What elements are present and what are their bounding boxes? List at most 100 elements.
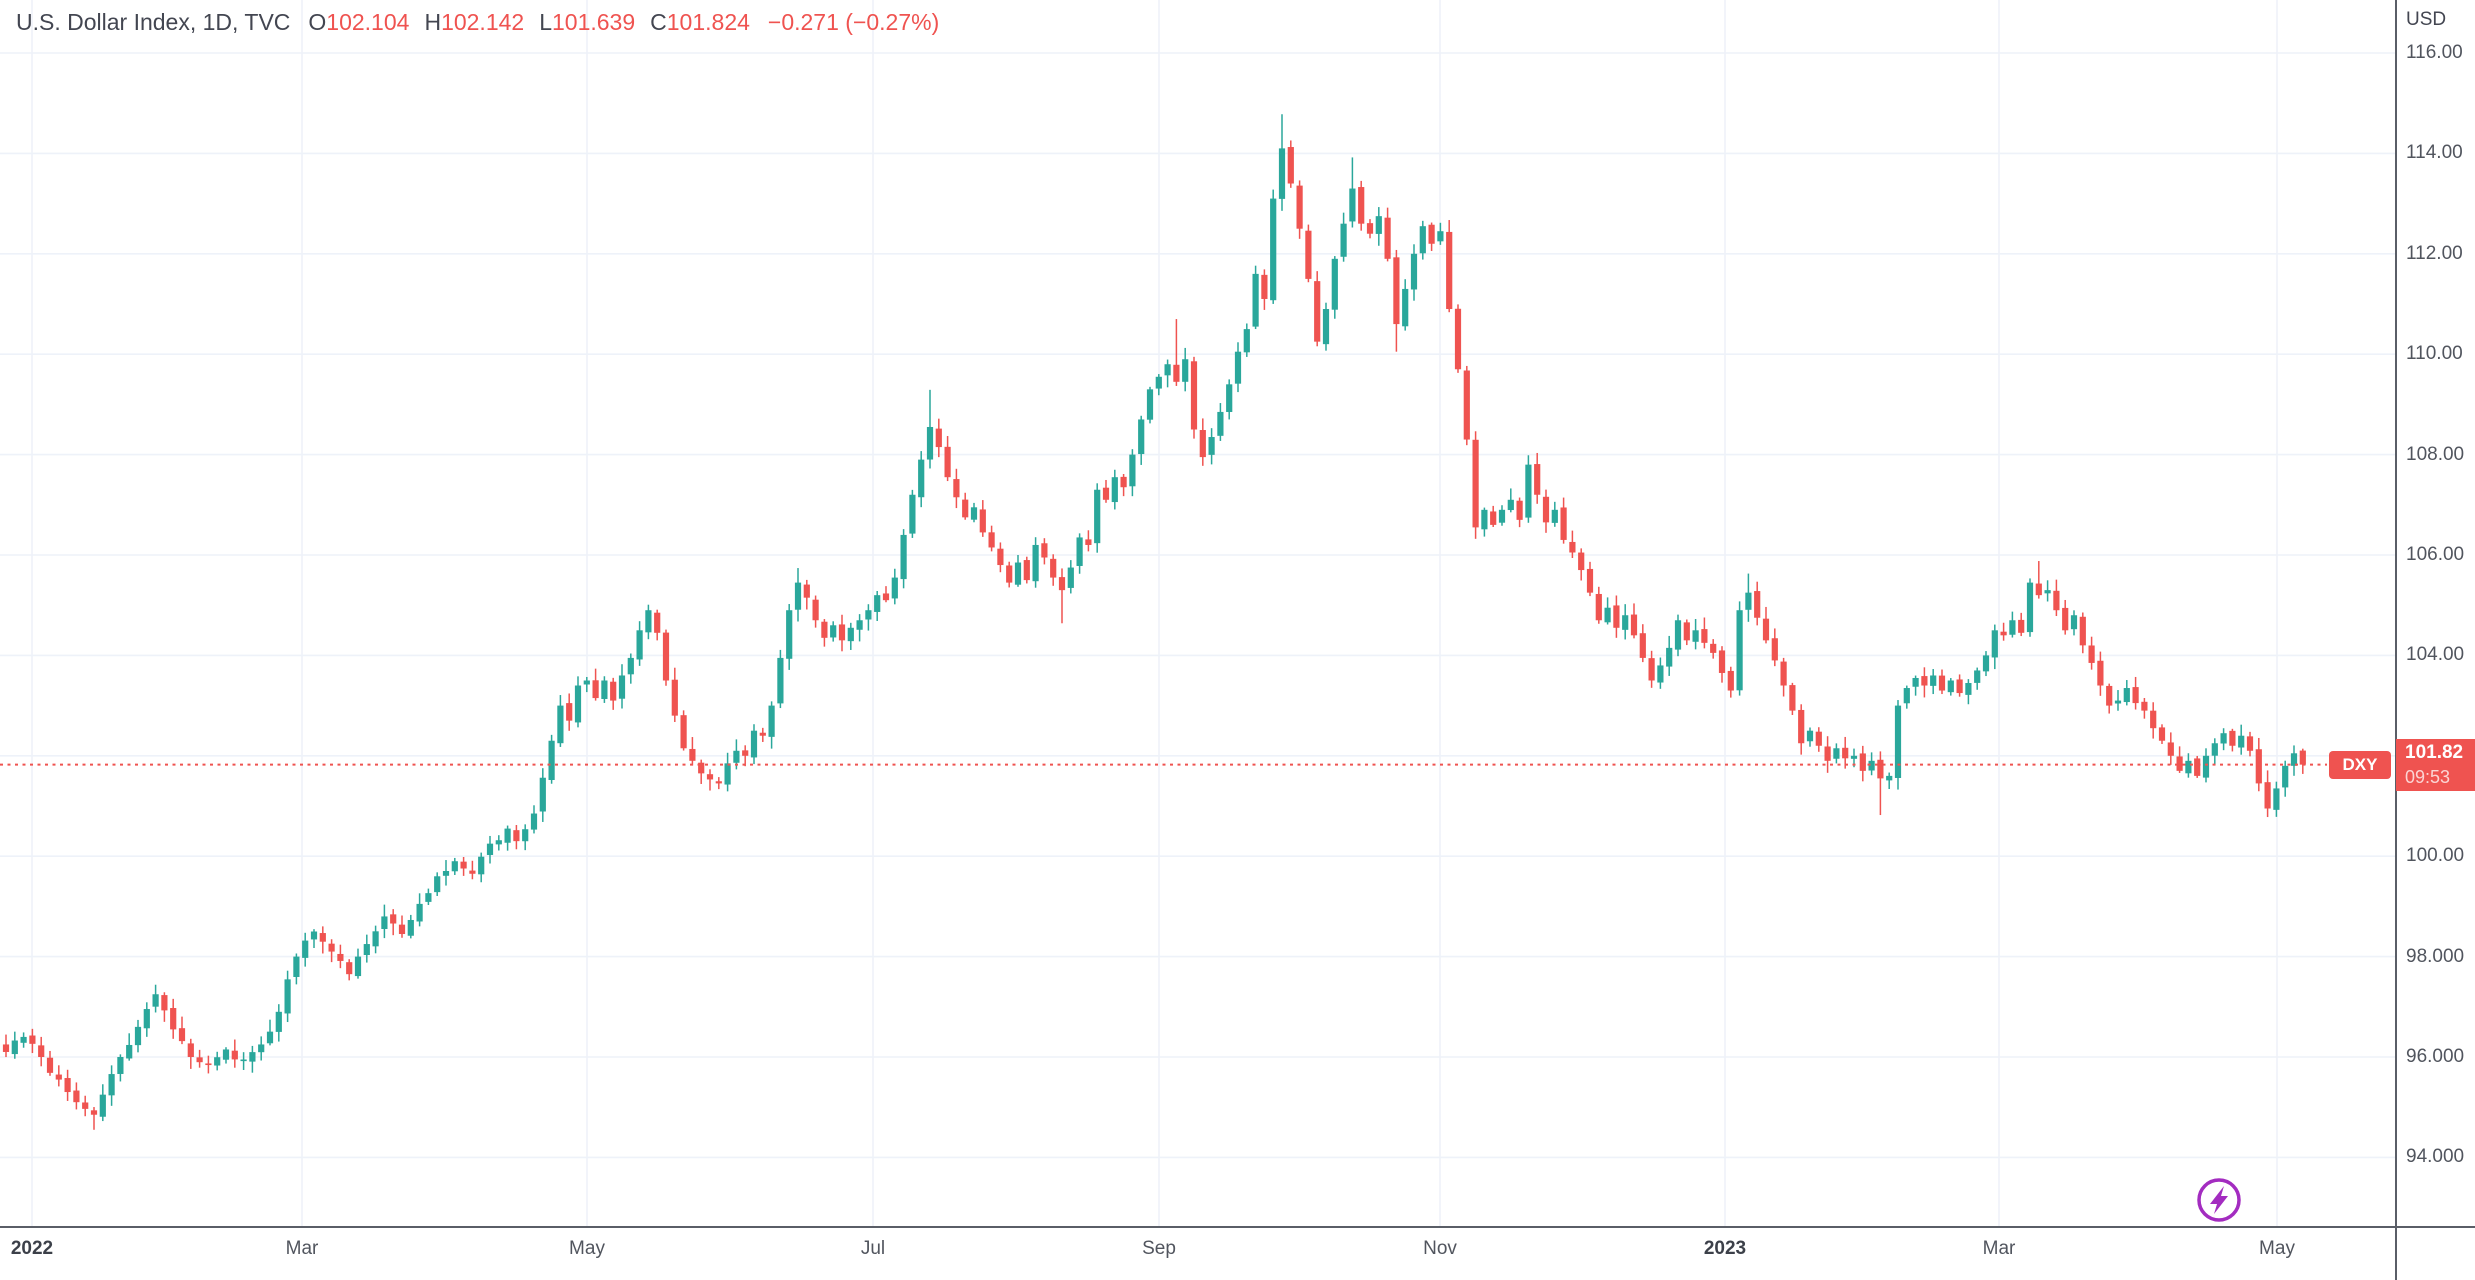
candle-body — [1516, 500, 1523, 520]
candle-body — [486, 843, 494, 855]
change-value: −0.271 (−0.27%) — [767, 9, 940, 35]
candle-body — [821, 621, 828, 638]
candle-body — [1551, 509, 1558, 523]
price-tick-label: 116.00 — [2406, 42, 2463, 63]
candle-body — [1560, 507, 1567, 540]
time-tick-label: Sep — [1142, 1238, 1176, 1259]
candle-body — [583, 680, 590, 685]
candle-body — [2053, 590, 2060, 611]
time-axis[interactable]: 2022 Mar May Jul Sep Nov 2023 Mar May — [0, 1228, 2475, 1280]
symbol-legend: U.S. Dollar Index, 1D, TVC O102.104 H102.… — [16, 9, 939, 36]
candle-body — [2150, 710, 2157, 729]
candle-body — [794, 582, 802, 610]
time-tick-label: May — [2259, 1238, 2295, 1259]
candle-body — [926, 426, 934, 460]
candle-body — [2132, 687, 2139, 704]
candle-body — [1674, 620, 1682, 650]
candle-body — [856, 620, 863, 630]
candle-body — [962, 499, 969, 518]
candle-body — [38, 1045, 45, 1057]
candle-body — [258, 1044, 265, 1053]
candle-body — [1903, 688, 1910, 704]
candle-body — [1542, 496, 1550, 523]
candlestick-series — [2, 114, 2306, 1130]
candle-body — [566, 703, 573, 721]
candle-body — [108, 1074, 115, 1096]
candle-body — [1199, 430, 1206, 458]
series-price-badge: DXY — [2329, 750, 2391, 779]
candle-body — [460, 861, 467, 869]
candle-body — [1762, 618, 1770, 641]
candle-body — [680, 715, 687, 749]
candle-body — [1041, 543, 1048, 558]
candle-body — [90, 1110, 98, 1115]
candle-body — [1261, 274, 1268, 299]
candle-body — [838, 624, 846, 641]
candle-body — [610, 681, 617, 701]
candle-body — [645, 610, 652, 633]
ohlc-item: O102.104 — [308, 9, 410, 35]
candle-body — [1023, 560, 1030, 581]
candle-body — [11, 1040, 18, 1055]
candle-body — [997, 548, 1004, 566]
last-price-value: 101.82 — [2405, 741, 2464, 763]
candle-body — [1234, 351, 1242, 384]
time-tick-label: Nov — [1423, 1238, 1457, 1259]
candle-body — [1938, 675, 1946, 691]
candle-body — [1780, 661, 1787, 686]
candle-body — [55, 1074, 62, 1080]
ohlc-item: L101.639 — [539, 9, 636, 35]
candle-body — [363, 944, 370, 956]
candle-body — [1498, 509, 1506, 523]
candle-body — [1331, 258, 1338, 310]
time-tick-label: 2023 — [1703, 1238, 1747, 1259]
candle-body — [618, 675, 626, 699]
price-axis[interactable]: USD 116.00 114.00 112.00 110.00 108.00 106.00… — [2397, 0, 2475, 1280]
price-tick-label: 98.000 — [2406, 945, 2465, 967]
symbol-title[interactable]: U.S. Dollar Index, 1D, TVC — [16, 9, 291, 35]
candle-body — [1956, 679, 1963, 694]
candle-body — [143, 1009, 150, 1029]
candle-body — [1006, 565, 1013, 583]
candle-body — [126, 1044, 133, 1059]
candle-body — [627, 657, 634, 675]
candle-body — [874, 595, 881, 612]
candle-body — [2282, 765, 2289, 788]
candle-body — [2018, 619, 2025, 633]
candle-body — [328, 943, 335, 952]
candle-body — [1745, 592, 1752, 610]
candle-body — [830, 625, 837, 638]
candle-body — [1305, 230, 1312, 279]
candle-body — [319, 933, 326, 942]
candle-body — [636, 630, 643, 660]
candle-body — [1437, 231, 1444, 242]
candle-body — [1692, 630, 1699, 642]
candle-body — [2088, 645, 2095, 663]
candle-body — [2141, 701, 2148, 711]
price-axis-border — [2395, 0, 2397, 1280]
candle-body — [1824, 746, 1831, 761]
candle-body — [2220, 733, 2227, 744]
candle-body — [1358, 187, 1365, 224]
candle-body — [1657, 665, 1664, 683]
candle-body — [425, 893, 432, 902]
candle-body — [750, 730, 758, 758]
candle-body — [2158, 727, 2166, 741]
candle-body — [1507, 499, 1514, 511]
candle-body — [2202, 755, 2210, 778]
candle-body — [2290, 753, 2298, 766]
candle-body — [1833, 748, 1840, 759]
candle-body — [2123, 688, 2130, 703]
candle-body — [1111, 477, 1118, 503]
candle-body — [1393, 257, 1400, 325]
candle-body — [29, 1035, 36, 1044]
candle-body — [1991, 630, 1998, 658]
candle-body — [1278, 148, 1286, 199]
candle-body — [2044, 590, 2051, 594]
currency-label: USD — [2406, 9, 2447, 30]
lightning-button[interactable] — [2195, 1176, 2243, 1224]
candle-body — [117, 1057, 124, 1074]
candle-body — [918, 459, 925, 498]
candle-body — [1921, 676, 1928, 686]
